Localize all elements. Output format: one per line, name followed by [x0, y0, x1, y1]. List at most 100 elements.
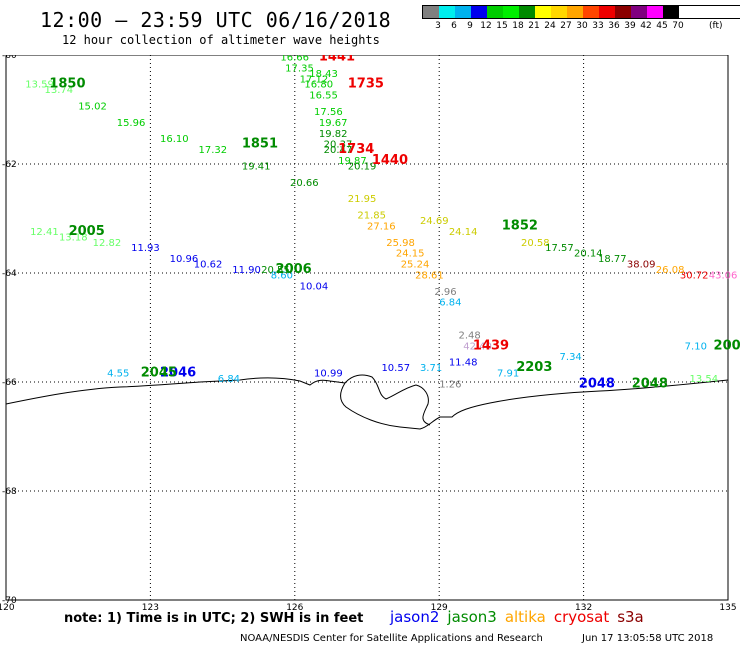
wave-height-value: 12.41: [30, 227, 59, 238]
wave-height-value: 20.47: [324, 145, 353, 156]
wave-height-value: 8.60: [271, 270, 293, 281]
legend-tick: 39: [624, 21, 636, 31]
pass-time-label: 2048: [579, 376, 615, 391]
wave-height-value: 11.48: [449, 358, 478, 369]
pass-time-label: 2005: [69, 224, 105, 239]
satellite-name: jason2: [390, 608, 440, 626]
wave-height-value: 13.59: [25, 80, 54, 91]
page-subtitle: 12 hour collection of altimeter wave hei…: [62, 33, 380, 47]
wave-height-value: 38.09: [627, 260, 656, 271]
legend-swatch: [455, 6, 471, 18]
longitude-label: 135: [719, 603, 736, 610]
wave-height-value: 18.77: [598, 254, 627, 265]
wave-height-value: 20.37: [324, 140, 353, 151]
pass-time-label: 1439: [473, 338, 509, 353]
longitude-label: 123: [142, 603, 159, 610]
wave-height-value: 16.10: [160, 134, 189, 145]
wave-height-value: 16.66: [280, 55, 309, 63]
map-frame: [5, 55, 729, 601]
latitude-label: -60: [2, 55, 17, 61]
longitude-label: 132: [575, 603, 592, 610]
legend-tick: 6: [451, 21, 457, 31]
wave-height-value: 2.96: [434, 287, 456, 298]
wave-height-value: 43.06: [709, 270, 738, 281]
pass-time-label: 2203: [516, 360, 552, 375]
latitude-label: -66: [2, 378, 17, 388]
wave-height-value: 20.58: [521, 238, 550, 249]
pass-time-label: 1851: [242, 137, 278, 152]
pass-time-label: 2046: [160, 366, 196, 381]
legend-tick: 45: [656, 21, 668, 31]
pass-time-label: 1441: [319, 55, 355, 64]
wave-height-value: 17.12: [300, 74, 329, 85]
wave-height-value: 10.99: [314, 369, 343, 380]
wave-height-value: 20.66: [290, 178, 319, 189]
wave-height-value: 13.18: [59, 232, 88, 243]
wave-height-value: 19.82: [319, 129, 348, 140]
color-scale-swatches: [422, 5, 740, 19]
latitude-label: -68: [2, 487, 17, 497]
wave-height-value: 17.57: [545, 243, 574, 254]
wave-height-value: 30.72: [680, 270, 709, 281]
legend-swatch: [471, 6, 487, 18]
legend-swatch: [567, 6, 583, 18]
longitude-label: 126: [286, 603, 303, 610]
wave-height-value: 17.32: [199, 145, 228, 156]
pass-time-label: 1735: [348, 77, 384, 92]
wave-height-value: 24.14: [449, 227, 478, 238]
wave-height-value: 20.14: [574, 249, 603, 260]
wave-height-value: 42.40: [463, 341, 492, 352]
wave-height-value: 17.56: [314, 107, 343, 118]
legend-tick: 18: [512, 21, 524, 31]
latitude-label: -62: [2, 160, 17, 170]
legend-tick: 27: [560, 21, 572, 31]
legend-swatch: [439, 6, 455, 18]
wave-height-value: 10.96: [170, 254, 199, 265]
legend-swatch: [551, 6, 567, 18]
wave-height-value: 16.80: [304, 80, 333, 91]
wave-height-value: 1.26: [439, 379, 461, 390]
pass-time-label: 2048: [632, 376, 668, 391]
wave-height-value: 28.61: [415, 270, 444, 281]
wave-height-value: 25.24: [401, 260, 430, 271]
wave-height-value: 24.69: [420, 216, 449, 227]
coastline-inlet-path: [344, 374, 431, 426]
wave-height-value: 4.55: [107, 369, 129, 380]
wave-height-value: 10.04: [300, 281, 329, 292]
wave-height-value: 10.57: [381, 363, 410, 374]
longitude-label: 129: [431, 603, 448, 610]
wave-height-value: 20.55: [261, 265, 290, 276]
legend-unit: (ft): [709, 21, 723, 31]
pass-time-labels: 1850 1851 1852 2005 2006 2007 2046 2048 2045 2048…: [49, 55, 740, 391]
wave-height-value: 17.35: [285, 63, 314, 74]
legend-tick: 70: [672, 21, 684, 31]
legend-tick: 42: [640, 21, 652, 31]
legend-swatch: [519, 6, 535, 18]
credit-line: NOAA/NESDIS Center for Satellite Applica…: [240, 633, 543, 644]
legend-tick: 33: [592, 21, 604, 31]
wave-height-value: 12.82: [93, 238, 122, 249]
wave-height-value: 11.93: [131, 243, 160, 254]
wave-height-value: 6.84: [218, 374, 240, 385]
wave-height-value: 11.90: [232, 265, 261, 276]
pass-time-label: 1852: [502, 218, 538, 233]
wave-height-value: 20.19: [348, 161, 377, 172]
legend-swatch: [503, 6, 519, 18]
wave-height-value: 10.62: [194, 260, 223, 271]
page-title: 12:00 — 23:59 UTC 06/16/2018: [40, 8, 392, 32]
legend-swatch: [583, 6, 599, 18]
legend-swatch: [423, 6, 439, 18]
wave-height-value: 13.54: [689, 374, 718, 385]
wave-height-value: 13.74: [45, 85, 74, 96]
legend-tick: 36: [608, 21, 620, 31]
legend-tick: 9: [467, 21, 473, 31]
wave-height-value: 15.02: [78, 102, 107, 113]
pass-time-label: 1734: [338, 142, 374, 157]
wave-height-value: 7.34: [560, 352, 582, 363]
wave-height-value: 16.55: [309, 91, 338, 102]
wave-height-value: 21.85: [357, 211, 386, 222]
wave-height-value: 24.15: [396, 249, 425, 260]
satellite-name: cryosat: [553, 608, 610, 626]
wave-height-value: 27.16: [367, 221, 396, 232]
wave-height-value: 25.98: [386, 238, 415, 249]
